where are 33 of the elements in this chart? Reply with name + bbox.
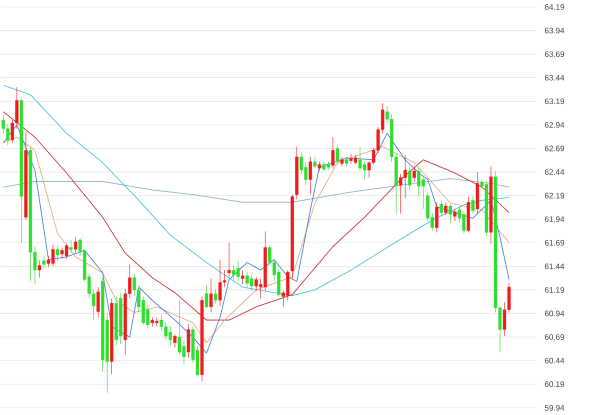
candlestick: [42, 256, 46, 269]
candlestick: [236, 260, 240, 282]
line-series: [2, 111, 510, 321]
candlestick: [56, 245, 60, 262]
candlestick: [412, 166, 416, 183]
candlestick: [331, 136, 335, 169]
candlestick: [173, 334, 177, 348]
candlestick: [227, 242, 231, 278]
candlestick: [96, 286, 100, 318]
line-series: [2, 84, 510, 296]
candlestick: [448, 204, 452, 224]
candlestick: [308, 156, 312, 196]
candlestick: [440, 200, 443, 216]
candlestick: [204, 285, 208, 308]
candlestick: [74, 236, 78, 254]
candlestick: [444, 202, 448, 216]
candlestick: [186, 324, 190, 358]
candlestick: [336, 145, 340, 165]
candlestick: [322, 161, 326, 172]
candlestick: [340, 156, 344, 167]
candlestick: [38, 260, 42, 278]
candlestick: [344, 156, 348, 167]
line-series: [2, 178, 510, 203]
candlestick: [453, 208, 456, 222]
candlestick: [408, 166, 412, 190]
candlestick: [318, 161, 322, 172]
candlestick: [313, 156, 317, 169]
candlestick: [209, 278, 213, 313]
candlestick: [435, 202, 438, 233]
candlestick: [471, 196, 475, 214]
candlestick: [214, 288, 218, 304]
candlestick: [241, 270, 244, 285]
candlestick: [69, 240, 73, 254]
